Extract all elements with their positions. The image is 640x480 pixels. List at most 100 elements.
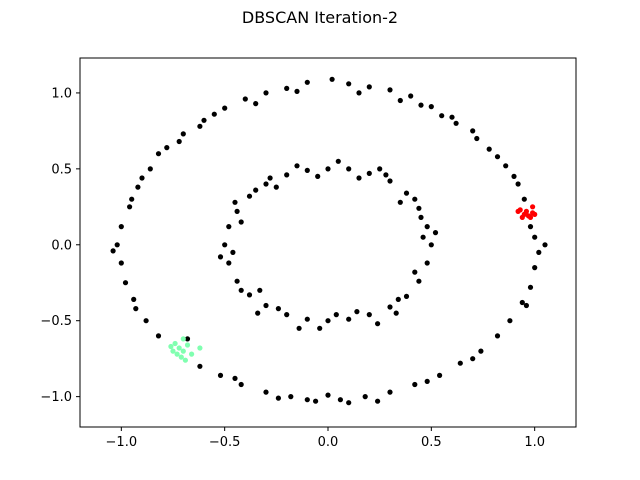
data-point — [412, 381, 418, 388]
data-point — [317, 325, 323, 331]
data-point — [155, 333, 162, 339]
data-point — [211, 111, 217, 117]
data-point — [313, 398, 319, 404]
data-point — [478, 348, 484, 354]
data-point — [304, 397, 310, 403]
data-point — [366, 312, 372, 318]
data-point — [253, 187, 259, 193]
x-tick-label: 1.0 — [524, 435, 545, 450]
data-point — [474, 135, 480, 142]
data-point — [284, 85, 290, 91]
data-point — [428, 242, 434, 248]
x-tick-label: −0.5 — [209, 435, 241, 450]
data-point — [532, 211, 538, 217]
data-point — [519, 299, 525, 306]
data-point — [325, 392, 331, 398]
data-point — [536, 249, 542, 255]
data-point — [127, 204, 133, 210]
data-point — [164, 145, 170, 151]
data-point — [246, 292, 253, 298]
data-point — [416, 205, 422, 211]
data-point — [133, 306, 139, 312]
y-tick-label: −0.5 — [40, 314, 72, 329]
data-point — [525, 213, 532, 219]
data-point — [238, 287, 244, 293]
data-point — [288, 394, 294, 400]
data-point — [189, 351, 195, 357]
x-tick-label: 0.5 — [421, 435, 442, 450]
data-point — [519, 214, 525, 220]
data-point — [257, 287, 263, 293]
x-tick-label: −1.0 — [106, 435, 138, 450]
data-point — [397, 97, 403, 104]
data-point — [232, 375, 238, 381]
data-point — [383, 172, 389, 178]
data-point — [511, 173, 517, 179]
data-point — [527, 224, 534, 230]
y-tick-label: −1.0 — [40, 390, 72, 405]
data-point — [515, 208, 521, 214]
data-point — [530, 204, 536, 210]
data-point — [424, 378, 430, 384]
data-point — [197, 123, 203, 129]
data-point — [284, 312, 290, 318]
data-point — [114, 242, 120, 248]
data-point — [439, 113, 445, 119]
data-point — [356, 90, 362, 96]
data-point — [346, 316, 352, 322]
ticks-layer: −1.0 −0.5 0.0 0.5 1.0 −1.0 −0.5 0.0 0.5 1.0 — [40, 86, 545, 450]
data-point — [296, 325, 302, 331]
data-point — [387, 389, 393, 395]
data-point — [242, 96, 248, 102]
x-tick-label: 0.0 — [318, 435, 339, 450]
data-point — [234, 278, 240, 284]
data-point — [304, 316, 310, 322]
data-point — [337, 397, 343, 403]
data-point — [180, 131, 186, 137]
data-point — [263, 389, 269, 395]
data-point — [184, 342, 191, 348]
data-point — [273, 184, 279, 190]
data-point — [232, 199, 238, 205]
data-point — [333, 312, 339, 318]
data-point — [197, 363, 203, 369]
data-point — [387, 178, 393, 184]
data-point — [408, 93, 414, 99]
data-point — [263, 181, 269, 187]
data-point — [507, 318, 513, 324]
data-point — [294, 163, 300, 169]
data-point — [424, 260, 430, 266]
data-point — [110, 248, 116, 254]
data-point — [532, 265, 538, 271]
data-point — [494, 333, 501, 339]
data-point — [275, 395, 281, 401]
plot-frame — [79, 57, 577, 428]
data-point — [304, 79, 310, 85]
data-point — [362, 394, 368, 400]
data-point — [375, 321, 381, 327]
data-point — [387, 304, 393, 310]
y-tick-label: 0.0 — [51, 238, 72, 253]
data-point — [428, 104, 434, 110]
data-point — [356, 175, 362, 181]
data-point — [527, 284, 534, 290]
y-tick-label: 1.0 — [51, 86, 72, 101]
data-point — [418, 102, 424, 108]
data-point — [432, 230, 439, 236]
data-point — [397, 199, 403, 205]
data-point — [521, 196, 527, 202]
data-point — [418, 214, 424, 220]
data-point — [176, 138, 182, 145]
data-point — [346, 400, 352, 406]
data-point — [238, 219, 244, 225]
data-point — [180, 348, 186, 354]
data-point — [294, 88, 300, 94]
data-point — [197, 345, 203, 351]
data-point — [346, 166, 352, 172]
data-point — [304, 167, 310, 173]
data-point — [230, 249, 236, 255]
data-point — [403, 293, 410, 299]
data-point — [155, 151, 162, 157]
data-point — [437, 372, 443, 378]
